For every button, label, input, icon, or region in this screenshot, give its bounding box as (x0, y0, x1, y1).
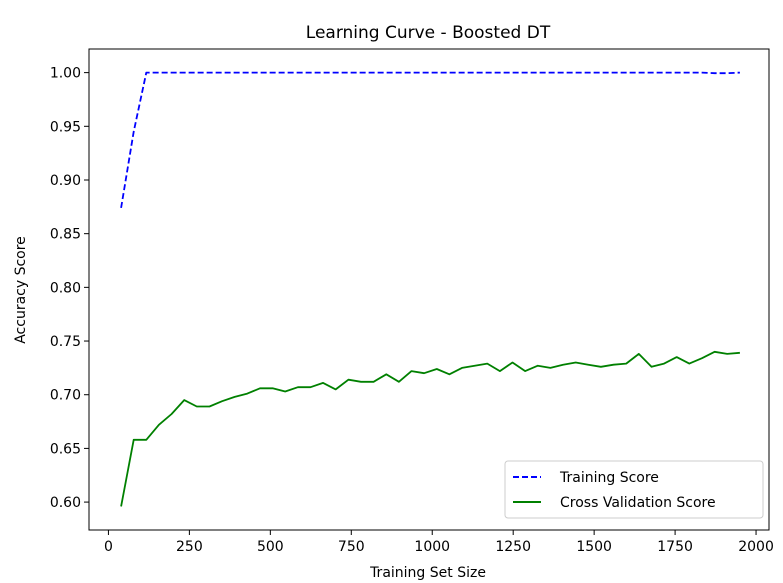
x-tick-label: 1250 (495, 539, 531, 555)
y-axis-label: Accuracy Score (13, 236, 29, 344)
y-tick-label: 0.65 (50, 441, 81, 457)
x-tick-label: 500 (257, 539, 284, 555)
x-tick-label: 1750 (657, 539, 693, 555)
x-tick-label: 1000 (414, 539, 450, 555)
x-tick-label: 1500 (576, 539, 612, 555)
x-tick-label: 0 (104, 539, 113, 555)
legend-label-cross-validation-score: Cross Validation Score (560, 495, 716, 511)
chart-title: Learning Curve - Boosted DT (306, 23, 551, 43)
x-tick-label: 250 (176, 539, 203, 555)
plot-lines (120, 71, 740, 507)
y-tick-label: 0.95 (50, 119, 81, 135)
x-axis-ticks: 0 250 500 750 1000 1250 1500 1750 2000 (104, 530, 774, 555)
series-line-training-score (120, 71, 740, 209)
x-tick-label: 2000 (738, 539, 774, 555)
legend: Training Score Cross Validation Score (504, 460, 764, 519)
y-tick-label: 1.00 (50, 66, 81, 82)
y-tick-label: 0.85 (50, 227, 81, 243)
axes-frame (88, 48, 770, 531)
x-axis-label: Training Set Size (369, 565, 486, 581)
y-tick-label: 0.60 (50, 495, 81, 511)
y-tick-label: 0.90 (50, 173, 81, 189)
y-tick-label: 0.70 (50, 388, 81, 404)
y-tick-label: 0.80 (50, 280, 81, 296)
y-tick-label: 0.75 (50, 334, 81, 350)
y-axis-ticks: 0.60 0.65 0.70 0.75 0.80 0.85 0.90 0.95 1.00 (50, 66, 89, 511)
legend-box (504, 460, 764, 519)
series-line-cross-validation-score (120, 350, 740, 507)
legend-label-training-score: Training Score (559, 470, 659, 486)
x-tick-label: 750 (338, 539, 365, 555)
